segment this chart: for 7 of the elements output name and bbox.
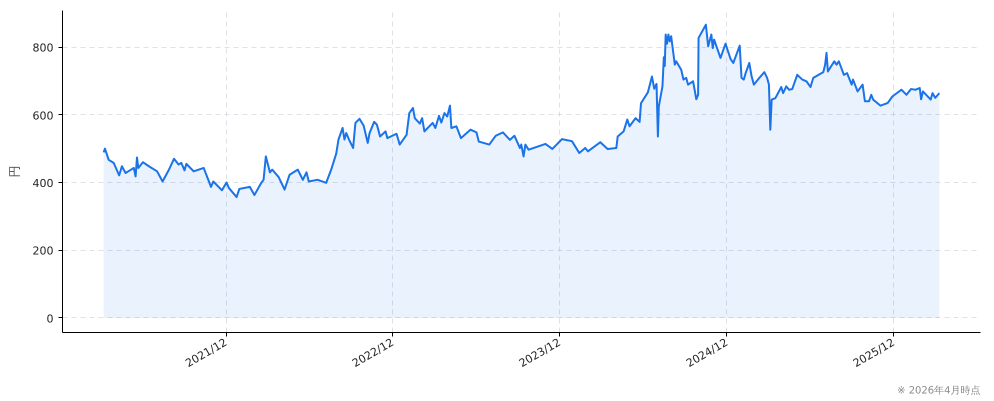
y-tick-label: 200: [32, 244, 54, 258]
y-tick-label: 800: [32, 42, 54, 55]
y-tick-label: 400: [32, 177, 54, 190]
y-tick-label: 600: [32, 109, 54, 122]
y-tick-label: 0: [46, 312, 54, 326]
text: ※ 2026年4月時点: [897, 384, 981, 396]
y-axis-title: 円: [8, 166, 22, 178]
